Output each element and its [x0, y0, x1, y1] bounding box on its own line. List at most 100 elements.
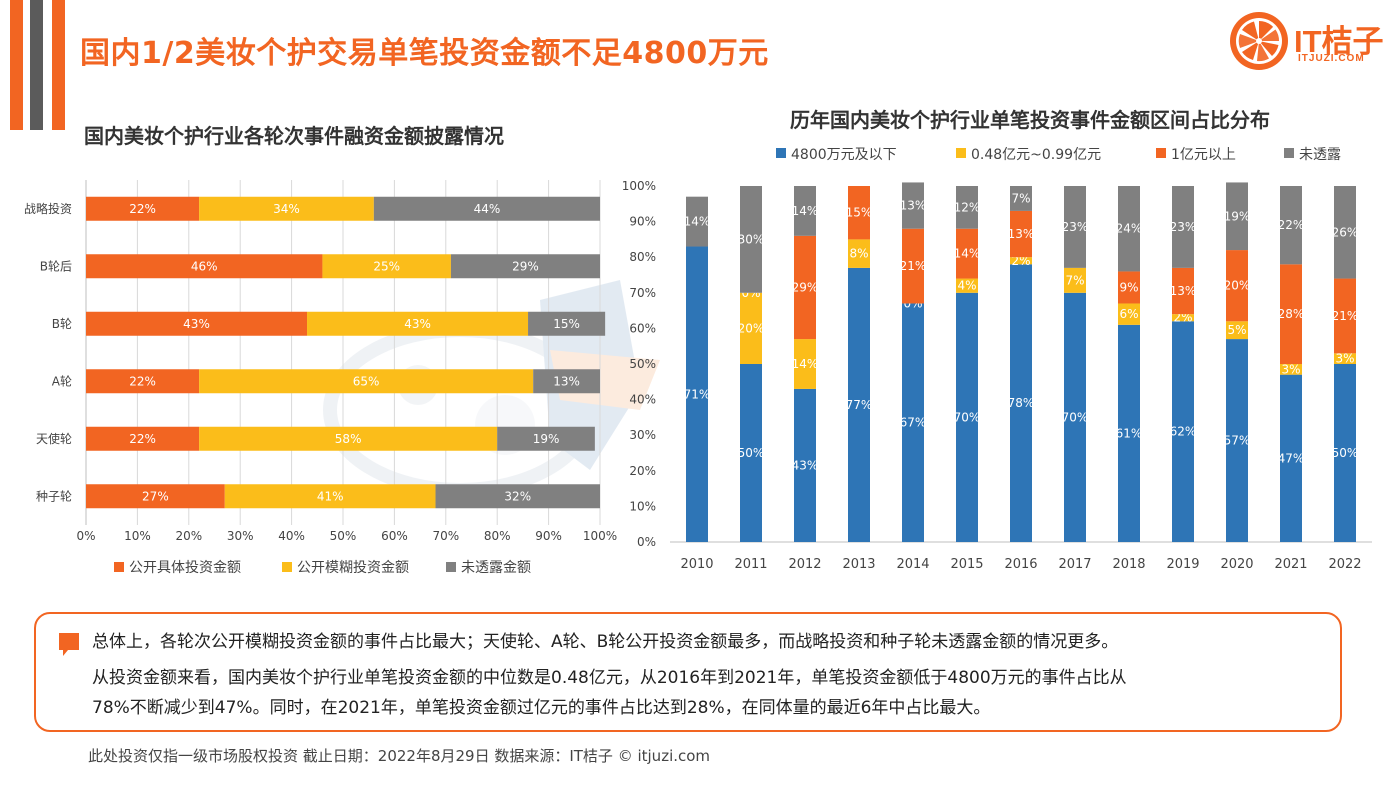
right-bar-segment	[956, 278, 978, 293]
right-bar-segment	[1226, 339, 1248, 542]
right-legend-swatch	[1284, 148, 1294, 158]
left-bar-segment	[86, 426, 200, 451]
right-bar-segment	[902, 182, 924, 229]
left-x-tick-label: 100%	[583, 529, 617, 543]
right-bar-data-label: 24%	[1116, 222, 1143, 236]
right-y-tick-label: 60%	[629, 321, 656, 335]
right-bar-data-label: 3%	[1335, 352, 1354, 366]
left-category-label: A轮	[52, 374, 72, 388]
left-bar-data-label: 29%	[512, 259, 539, 273]
right-bar-segment	[1280, 364, 1302, 375]
right-bar-data-label: 30%	[738, 232, 765, 246]
right-bar-data-label: 20%	[1224, 279, 1251, 293]
right-bar-segment	[848, 186, 870, 240]
page-title: 国内1/2美妆个护交易单笔投资金额不足4800万元	[80, 36, 769, 71]
left-bar-segment	[86, 369, 200, 394]
left-bar-data-label: 44%	[474, 202, 501, 216]
right-bar-data-label: 14%	[684, 215, 711, 229]
right-bar-data-label: 14%	[792, 357, 819, 371]
right-year-label: 2019	[1166, 557, 1199, 572]
left-x-tick-label: 0%	[76, 529, 95, 543]
right-bar-data-label: 9%	[1119, 280, 1138, 294]
right-bar-segment	[1334, 278, 1356, 354]
right-bar-data-label: 4%	[957, 279, 976, 293]
left-bar-segment	[373, 196, 600, 221]
note-line-3: 78%不断减少到47%。同时，在2021年，单笔投资金额过亿元的事件占比达到28…	[92, 698, 991, 718]
right-year-label: 2017	[1058, 557, 1091, 572]
right-bar-data-label: 19%	[1224, 209, 1251, 223]
left-bar-data-label: 32%	[504, 489, 531, 503]
right-year-label: 2022	[1328, 557, 1361, 572]
left-bar-segment	[199, 196, 374, 221]
right-year-label: 2018	[1112, 557, 1145, 572]
right-legend-label: 1亿元以上	[1171, 147, 1236, 163]
right-bar-segment	[740, 292, 762, 364]
right-bar-data-label: 13%	[1008, 227, 1035, 241]
right-legend-swatch	[1156, 148, 1166, 158]
right-bar-segment	[686, 196, 708, 247]
right-bar-data-label: 21%	[900, 259, 927, 273]
right-bar-segment	[956, 228, 978, 279]
right-bar-data-label: 43%	[792, 458, 819, 472]
right-bar-segment	[1064, 186, 1086, 268]
left-category-label: B轮	[52, 317, 72, 331]
note-line-1: 总体上，各轮次公开模糊投资金额的事件占比最大；天使轮、A轮、B轮公开投资金额最多…	[92, 632, 1119, 652]
right-bar-data-label: 14%	[792, 204, 819, 218]
right-bar-segment	[1226, 182, 1248, 251]
left-x-tick-label: 60%	[381, 529, 408, 543]
right-year-label: 2014	[896, 557, 929, 572]
accent-bar-orange-2	[52, 0, 65, 130]
right-bar-segment	[1172, 314, 1194, 322]
left-chart-legend: 公开具体投资金额 公开模糊投资金额 未透露金额	[114, 560, 531, 576]
accent-bar-gray	[30, 0, 43, 130]
right-bar-data-label: 50%	[738, 446, 765, 460]
right-chart-year-labels: 2010 2011 2012 2013 2014 2015 2016 2017 2018 2019…	[680, 557, 1361, 572]
left-x-tick-label: 30%	[227, 529, 254, 543]
right-bar-segment	[1172, 267, 1194, 315]
right-bar-segment	[1280, 186, 1302, 265]
right-bar-segment	[1172, 186, 1194, 268]
left-legend-swatch	[446, 562, 456, 572]
left-bar-data-label: 27%	[142, 489, 169, 503]
right-bar-data-label: 26%	[1332, 225, 1359, 239]
left-bar-data-label: 34%	[273, 202, 300, 216]
right-bar-data-label: 61%	[1116, 426, 1143, 440]
right-chart-y-ticks: 0% 10% 20% 30% 40% 50% 60% 70% 80% 90% 100%	[622, 179, 656, 549]
left-bar-data-label: 15%	[553, 317, 580, 331]
right-bar-data-label: 6%	[1119, 307, 1138, 321]
right-y-tick-label: 30%	[629, 428, 656, 442]
right-year-label: 2012	[788, 557, 821, 572]
left-bar-data-label: 19%	[533, 432, 560, 446]
right-y-tick-label: 50%	[629, 357, 656, 371]
left-bar-segment	[497, 426, 595, 451]
right-bar-segment	[740, 186, 762, 293]
right-y-tick-label: 90%	[629, 215, 656, 229]
left-bar-data-label: 43%	[404, 317, 431, 331]
right-bar-segment	[1010, 264, 1032, 542]
right-bar-data-label: 8%	[849, 247, 868, 261]
right-bar-segment	[848, 267, 870, 542]
left-chart-bars: 22% 34% 44% 46% 25% 29% 43% 43% 15% 22% 65% 13% 22% 5…	[86, 196, 606, 509]
note-line-2: 从投资金额来看，国内美妆个护行业单笔投资金额的中位数是0.48亿元，从2016年…	[92, 668, 1127, 688]
left-legend-label: 公开具体投资金额	[129, 560, 241, 576]
orange-slice-icon	[1230, 12, 1288, 70]
left-bar-segment	[322, 254, 451, 279]
right-y-tick-label: 0%	[637, 535, 656, 549]
right-bar-segment	[1010, 186, 1032, 211]
left-x-tick-label: 40%	[278, 529, 305, 543]
left-bar-segment	[86, 311, 308, 336]
right-bar-segment	[956, 186, 978, 229]
right-bar-data-label: 47%	[1278, 451, 1305, 465]
left-bar-data-label: 22%	[129, 202, 156, 216]
right-year-label: 2016	[1004, 557, 1037, 572]
right-bar-data-label: 5%	[1227, 323, 1246, 337]
left-legend-label: 公开模糊投资金额	[297, 560, 409, 576]
right-legend-swatch	[956, 148, 966, 158]
right-bar-data-label: 62%	[1170, 425, 1197, 439]
right-bar-data-label: 3%	[1281, 362, 1300, 376]
right-bar-segment	[956, 292, 978, 542]
left-legend-swatch	[114, 562, 124, 572]
left-chart-title: 国内美妆个护行业各轮次事件融资金额披露情况	[84, 124, 504, 148]
left-bar-segment	[307, 311, 529, 336]
right-bar-data-label: 23%	[1170, 220, 1197, 234]
